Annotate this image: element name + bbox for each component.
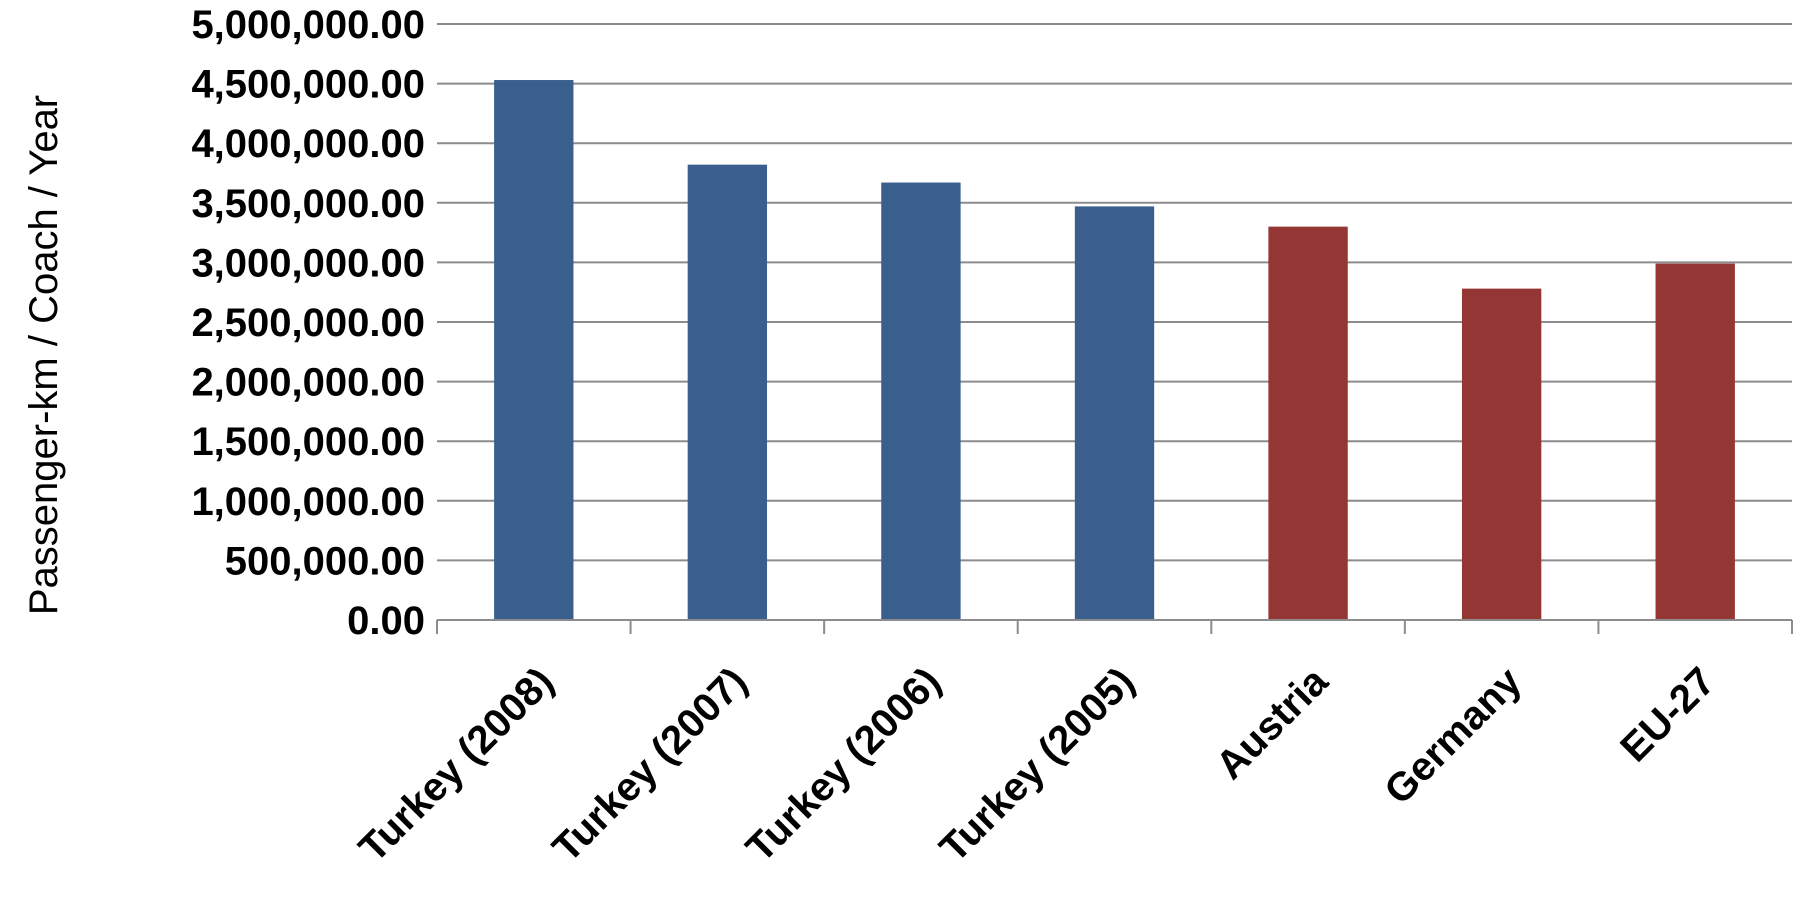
y-axis-tick-labels: 0.00 500,000.00 1,000,000.00 1,500,000.00 2,… — [191, 3, 425, 643]
y-tick-label: 5,000,000.00 — [191, 3, 425, 47]
x-tick-label: EU-27 — [1612, 659, 1723, 770]
x-tick-label: Turkey (2008) — [351, 659, 562, 870]
bar — [1074, 206, 1155, 620]
x-tick-label: Turkey (2007) — [544, 659, 755, 870]
y-tick-label: 500,000.00 — [225, 539, 425, 583]
y-tick-label: 0.00 — [347, 599, 425, 643]
bar — [1268, 226, 1348, 620]
x-axis-tick-labels: Turkey (2008)Turkey (2007)Turkey (2006)T… — [351, 659, 1724, 871]
bar — [881, 182, 961, 620]
y-tick-label: 1,000,000.00 — [191, 480, 425, 524]
y-tick-label: 4,500,000.00 — [191, 63, 425, 107]
bars — [494, 80, 1735, 621]
x-tick-label: Germany — [1376, 659, 1530, 813]
x-tick-label: Turkey (2006) — [738, 659, 949, 870]
y-tick-label: 2,000,000.00 — [191, 361, 425, 405]
bar — [1655, 263, 1735, 620]
bar — [494, 80, 574, 621]
x-tick-label: Turkey (2005) — [931, 659, 1142, 870]
y-tick-label: 3,000,000.00 — [191, 241, 425, 285]
bar — [687, 164, 768, 620]
x-axis — [436, 619, 1793, 634]
y-tick-label: 2,500,000.00 — [191, 301, 425, 345]
y-tick-label: 3,500,000.00 — [191, 182, 425, 226]
y-axis-title: Passenger-km / Coach / Year — [22, 95, 66, 615]
y-tick-label: 4,000,000.00 — [191, 122, 425, 166]
y-tick-label: 1,500,000.00 — [191, 420, 425, 464]
x-tick-label: Austria — [1208, 659, 1337, 788]
bar — [1461, 288, 1542, 620]
